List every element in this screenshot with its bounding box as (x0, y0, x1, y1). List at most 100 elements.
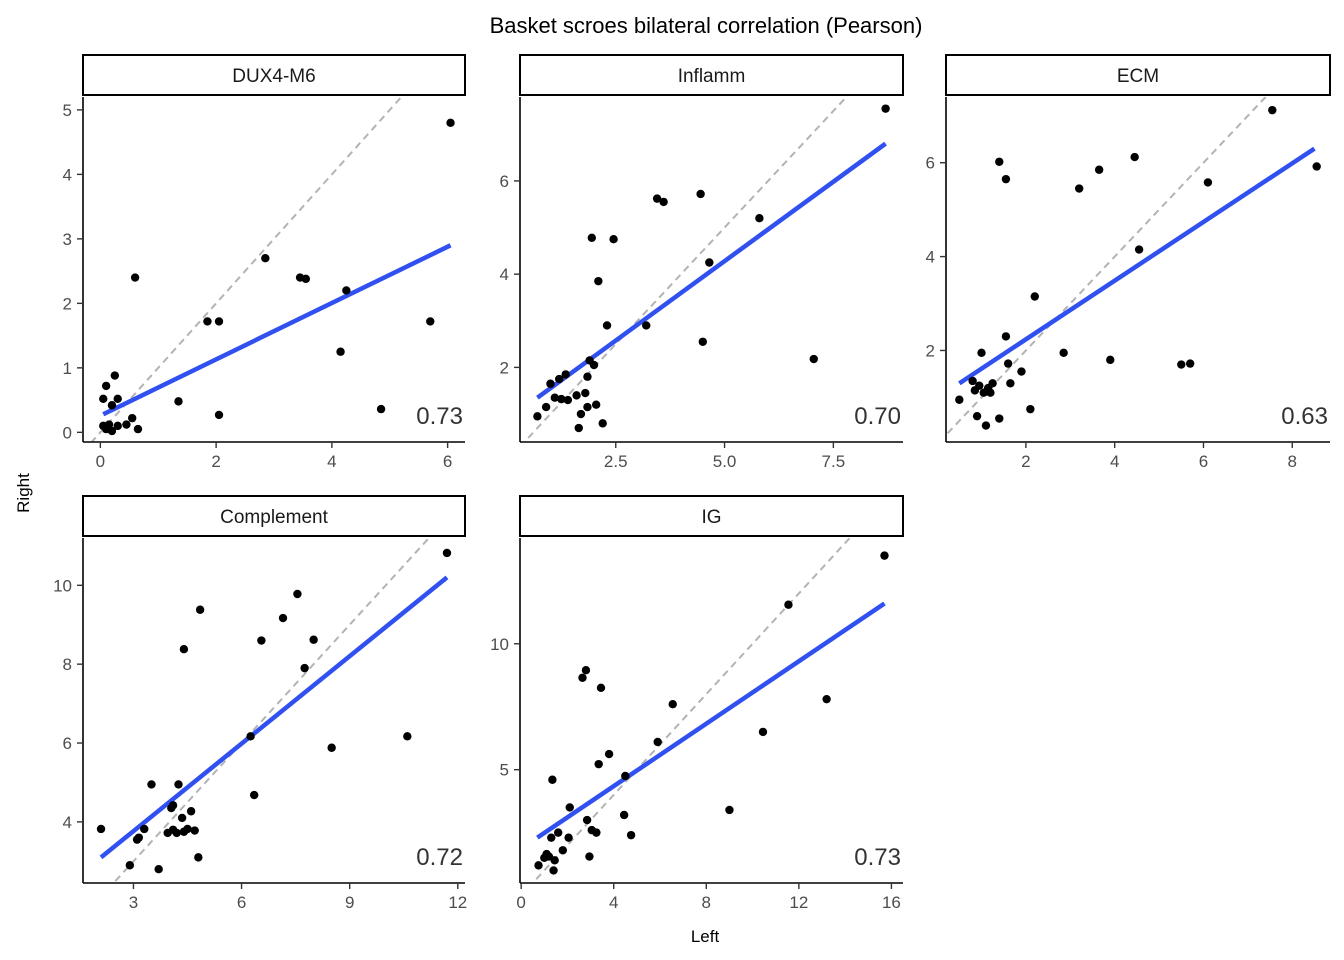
facet-strip-label: ECM (1117, 66, 1159, 87)
facet-strip-label: Complement (220, 507, 328, 528)
data-point (426, 317, 435, 326)
facet-strip (945, 54, 1331, 96)
facet-strip-label: IG (701, 507, 721, 528)
y-tick-label: 4 (63, 165, 72, 184)
data-point (177, 813, 187, 823)
data-point (596, 683, 606, 693)
data-point (140, 824, 149, 834)
data-point (541, 402, 551, 412)
data-point (572, 391, 581, 400)
data-point (300, 663, 309, 673)
data-point (652, 194, 662, 203)
facet-strip (519, 54, 904, 96)
facet-strip (82, 495, 466, 537)
facet-strip-label: DUX4-M6 (232, 66, 315, 87)
y-tick-label: 10 (490, 635, 509, 654)
data-point (257, 636, 266, 645)
data-point (174, 780, 183, 789)
correlation-label: 0.73 (854, 844, 901, 871)
data-point (1003, 359, 1013, 368)
data-point (190, 826, 199, 835)
data-point (602, 321, 612, 330)
x-tick-label: 4 (1110, 452, 1119, 471)
data-point (376, 404, 386, 414)
x-tick-label: 0 (516, 893, 525, 912)
data-point (995, 157, 1004, 166)
panel-ig: IG 0 4 8 12 16 5 10 0.73 (490, 495, 904, 912)
y-tick-label: 4 (500, 265, 509, 284)
data-point (698, 337, 707, 346)
data-point (581, 666, 591, 675)
x-tick-label: 0 (96, 452, 105, 471)
data-point (179, 644, 189, 654)
data-point (972, 411, 982, 421)
data-point (1001, 332, 1011, 341)
data-point (574, 423, 583, 433)
y-tick-label: 1 (63, 359, 72, 378)
data-point (147, 780, 156, 789)
data-point (563, 395, 573, 405)
identity-line (531, 538, 852, 883)
panel-ecm: ECM 2 4 6 8 2 4 6 0.63 (926, 54, 1331, 471)
data-point (133, 424, 143, 434)
x-tick-label: 7.5 (822, 452, 846, 471)
data-point (1059, 348, 1068, 358)
y-tick-label: 4 (926, 248, 935, 267)
data-point (725, 805, 734, 815)
x-tick-label: 8 (1288, 452, 1297, 471)
data-point (609, 234, 618, 244)
data-point (309, 635, 318, 644)
data-point (261, 254, 270, 263)
data-point (587, 233, 597, 242)
correlation-label: 0.70 (854, 403, 901, 430)
x-tick-label: 2 (1021, 452, 1030, 471)
data-point (592, 828, 601, 837)
data-point (122, 420, 131, 429)
panel-dux4-m6: DUX4-M6 0 2 4 6 0 1 2 3 4 5 0.73 (63, 54, 466, 471)
identity-line (112, 538, 431, 883)
regression-line (536, 141, 887, 400)
data-point (1268, 105, 1277, 115)
data-point (591, 400, 601, 409)
data-point (977, 348, 986, 358)
data-point (107, 401, 117, 410)
x-tick-label: 6 (237, 893, 246, 912)
facet-strip (519, 495, 904, 537)
chart-title: Basket scroes bilateral correlation (Pea… (490, 13, 923, 38)
data-point (558, 846, 568, 855)
data-point (99, 394, 108, 403)
regression-line (536, 601, 886, 840)
data-point (1134, 245, 1144, 254)
data-point (659, 197, 668, 207)
data-point (203, 317, 212, 326)
data-point (583, 402, 592, 412)
data-point (653, 737, 662, 747)
data-point (988, 379, 997, 388)
y-tick-label: 6 (63, 734, 72, 753)
data-point (822, 694, 831, 704)
y-tick-label: 10 (53, 576, 72, 595)
facet-strip-label: Inflamm (678, 66, 746, 87)
data-point (96, 824, 106, 834)
data-point (955, 395, 964, 404)
data-point (174, 397, 183, 406)
data-point (113, 421, 122, 431)
data-point (755, 214, 764, 223)
data-point (1177, 360, 1186, 369)
data-point (626, 830, 636, 840)
x-tick-label: 5.0 (713, 452, 737, 471)
x-axis-title: Left (691, 927, 720, 946)
data-point (110, 371, 120, 380)
data-point (547, 833, 556, 842)
data-point (103, 422, 112, 432)
correlation-label: 0.73 (416, 403, 463, 430)
x-tick-label: 6 (1199, 452, 1208, 471)
data-point (581, 388, 590, 398)
data-point (101, 381, 111, 391)
data-point (758, 727, 768, 737)
data-point (642, 321, 651, 330)
data-point (604, 749, 614, 759)
data-point (986, 388, 995, 397)
